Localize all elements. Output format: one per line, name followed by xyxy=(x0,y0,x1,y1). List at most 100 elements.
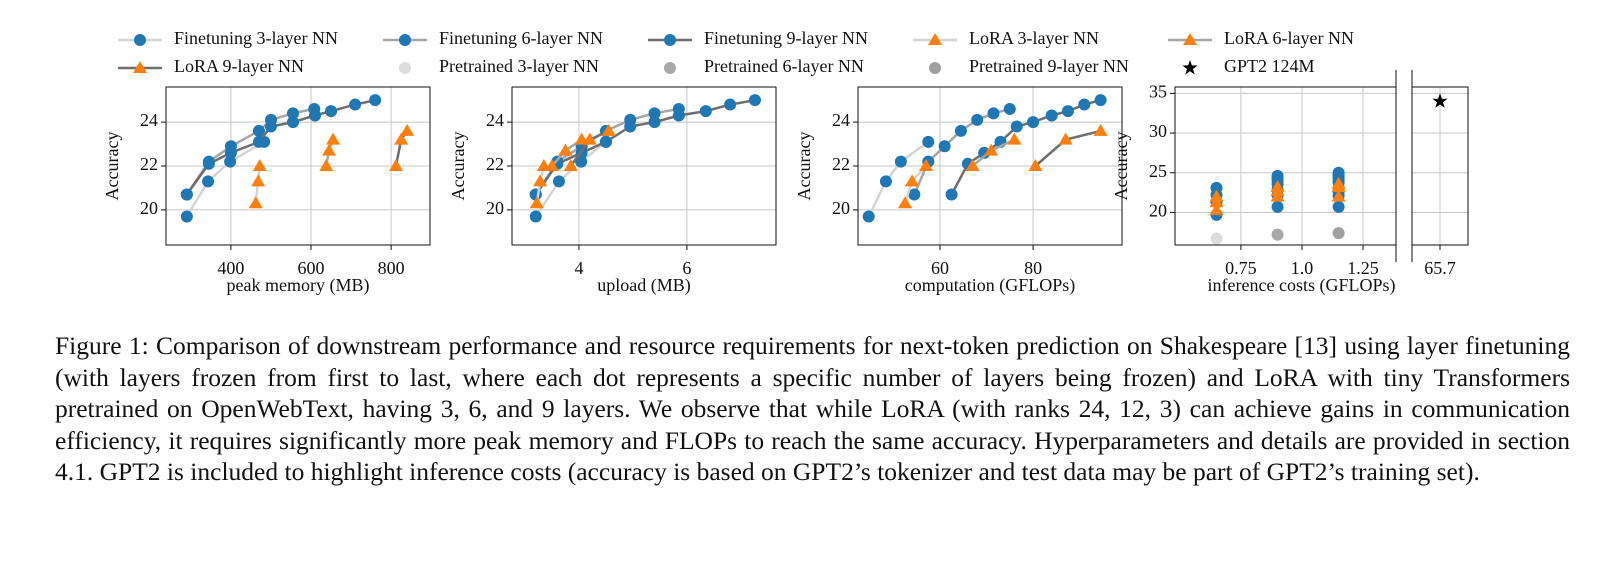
y-tick-label: 22 xyxy=(486,154,504,174)
marker xyxy=(529,210,542,223)
marker xyxy=(984,143,999,156)
marker xyxy=(1271,200,1284,213)
legend-label: Finetuning 9-layer NN xyxy=(704,28,868,48)
y-tick-label: 25 xyxy=(1149,161,1167,181)
legend-label: Pretrained 9-layer NN xyxy=(969,56,1129,76)
legend-marker xyxy=(664,62,676,74)
series-line xyxy=(534,98,756,196)
marker xyxy=(1094,94,1107,107)
marker xyxy=(558,143,573,156)
marker xyxy=(180,188,193,201)
marker xyxy=(286,107,299,120)
y-tick-label: 22 xyxy=(140,154,158,174)
marker xyxy=(648,107,661,120)
legend-label: LoRA 6-layer NN xyxy=(1224,28,1354,48)
x-tick-label: 80 xyxy=(1024,258,1042,278)
legend-marker xyxy=(399,62,411,74)
marker xyxy=(1270,180,1285,193)
legend-label: GPT2 124M xyxy=(1224,56,1315,76)
marker xyxy=(552,175,565,188)
marker xyxy=(325,105,338,118)
marker xyxy=(224,146,237,159)
x-tick-label: 65.7 xyxy=(1424,258,1456,278)
marker xyxy=(879,175,892,188)
legend-marker xyxy=(929,62,941,74)
x-tick-label: 800 xyxy=(378,258,405,278)
y-tick-label: 35 xyxy=(1149,81,1167,101)
marker xyxy=(264,120,277,133)
marker xyxy=(699,105,712,118)
y-axis-label: Accuracy xyxy=(102,132,122,201)
series-line xyxy=(950,98,1101,196)
marker xyxy=(922,135,935,148)
marker xyxy=(599,135,612,148)
legend-marker xyxy=(1183,33,1197,45)
series-line xyxy=(185,98,376,196)
marker xyxy=(575,155,588,168)
marker xyxy=(1003,102,1016,115)
y-tick-label: 20 xyxy=(486,198,504,218)
marker xyxy=(1058,132,1073,145)
y-axis-label: Accuracy xyxy=(448,132,468,201)
series-line xyxy=(185,140,265,218)
y-axis-label: Accuracy xyxy=(1111,132,1131,201)
legend-label: Finetuning 3-layer NN xyxy=(174,28,338,48)
marker xyxy=(533,174,548,187)
marker xyxy=(1045,109,1058,122)
marker xyxy=(349,98,362,111)
marker xyxy=(965,159,980,171)
marker xyxy=(529,196,544,209)
marker xyxy=(894,155,907,168)
series-line xyxy=(867,140,930,218)
marker xyxy=(582,132,597,145)
marker xyxy=(1093,123,1108,136)
marker xyxy=(1332,227,1345,240)
marker xyxy=(1028,159,1043,171)
legend-marker xyxy=(134,34,146,46)
marker xyxy=(252,159,267,171)
x-axis-label: peak memory (MB) xyxy=(227,275,370,296)
marker xyxy=(987,107,1000,120)
marker xyxy=(1210,181,1223,194)
x-tick-label: 1.25 xyxy=(1347,258,1379,278)
marker xyxy=(202,175,215,188)
marker xyxy=(326,132,341,145)
marker xyxy=(286,116,299,129)
plot-frame xyxy=(511,86,777,246)
marker xyxy=(1061,105,1074,118)
marker xyxy=(369,94,382,107)
marker xyxy=(1010,120,1023,133)
marker xyxy=(180,210,193,223)
legend-marker xyxy=(1182,60,1198,75)
marker xyxy=(905,174,920,187)
legend-marker xyxy=(133,61,147,73)
marker xyxy=(978,146,991,159)
marker xyxy=(724,98,737,111)
plot-frame xyxy=(857,86,1123,246)
legend-label: Pretrained 6-layer NN xyxy=(704,56,864,76)
marker xyxy=(1078,98,1091,111)
marker xyxy=(544,159,559,171)
x-axis-label: computation (GFLOPs) xyxy=(905,275,1076,296)
legend-marker xyxy=(928,33,942,45)
y-tick-label: 20 xyxy=(140,198,158,218)
marker xyxy=(251,174,266,187)
marker xyxy=(938,140,951,153)
marker xyxy=(319,159,334,171)
marker xyxy=(252,135,265,148)
caption: Figure 1: Comparison of downstream perfo… xyxy=(55,331,1570,486)
marker xyxy=(322,143,337,156)
y-axis-label: Accuracy xyxy=(794,132,814,201)
x-tick-label: 60 xyxy=(931,258,949,278)
x-tick-label: 6 xyxy=(682,258,691,278)
legend-label: LoRA 9-layer NN xyxy=(174,56,304,76)
x-tick-label: 4 xyxy=(574,258,583,278)
x-axis-label: upload (MB) xyxy=(597,275,691,296)
y-tick-label: 24 xyxy=(140,110,158,130)
marker xyxy=(1027,116,1040,129)
marker xyxy=(400,123,415,136)
marker xyxy=(1332,166,1345,179)
marker xyxy=(945,188,958,201)
marker xyxy=(1209,203,1224,216)
